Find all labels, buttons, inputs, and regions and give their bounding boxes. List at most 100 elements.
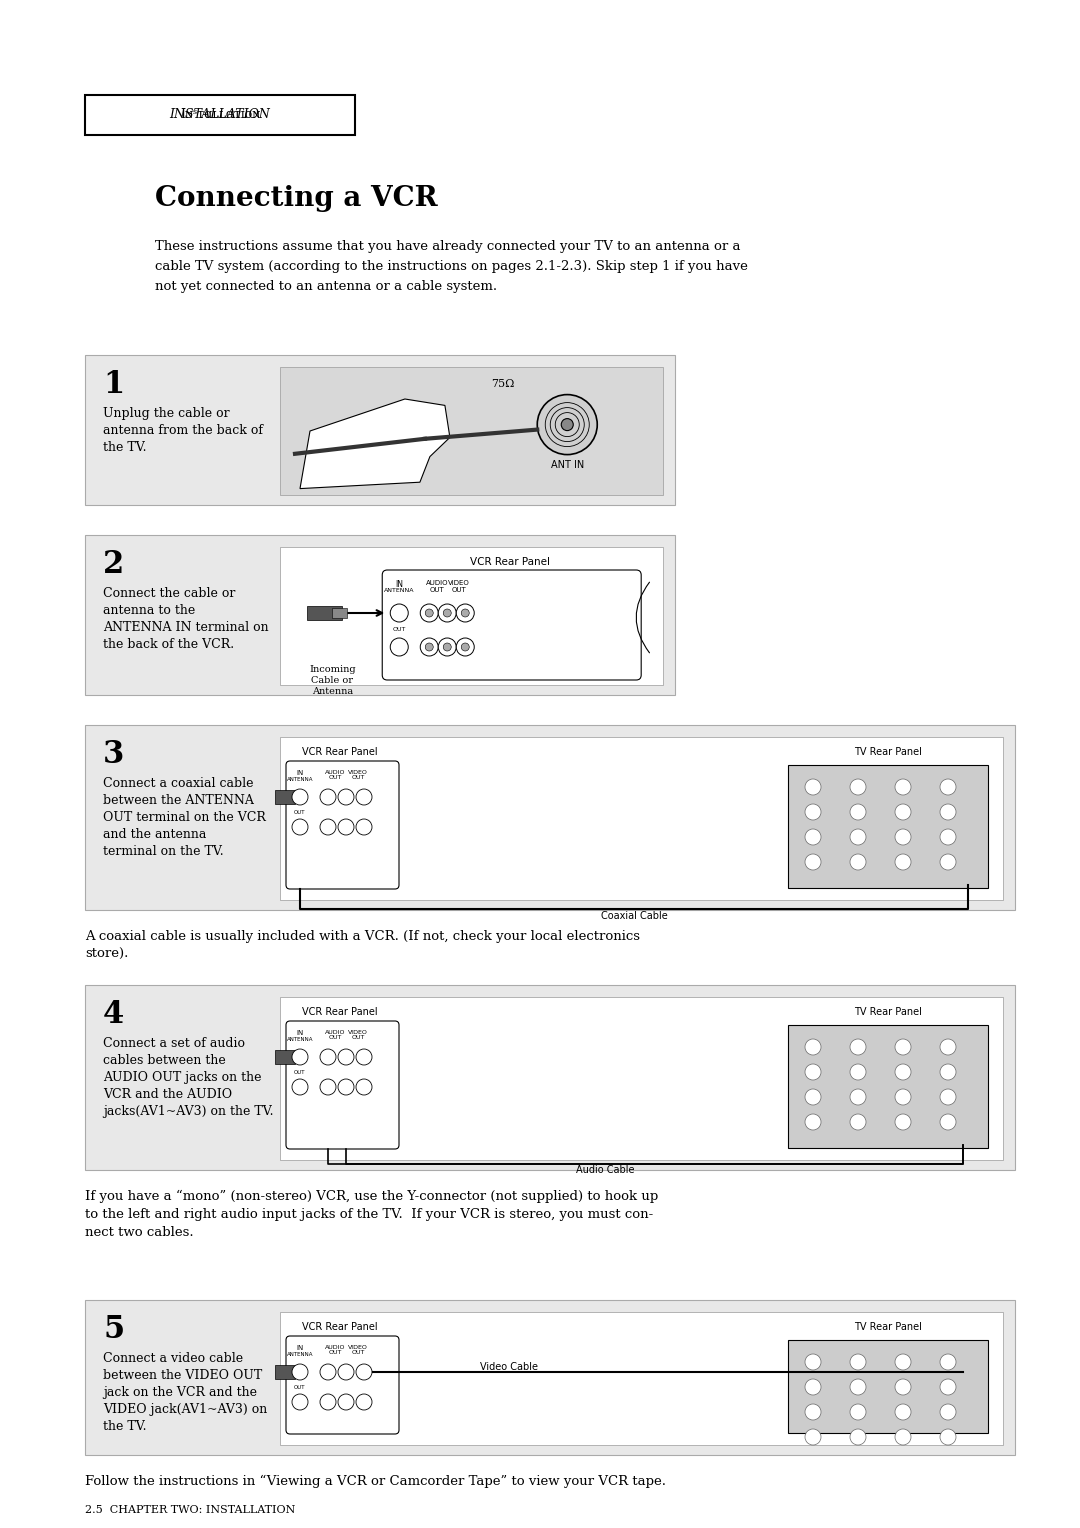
Circle shape (426, 643, 433, 651)
Text: AUDIO
OUT: AUDIO OUT (325, 1030, 346, 1041)
Circle shape (940, 779, 956, 795)
Bar (275, 1365, 295, 1378)
Text: OUT: OUT (430, 587, 445, 593)
Text: Connect the cable or: Connect the cable or (103, 587, 235, 601)
Circle shape (292, 788, 308, 805)
Text: the back of the VCR.: the back of the VCR. (103, 639, 234, 651)
Text: ANTENNA: ANTENNA (287, 778, 313, 782)
Text: VIDEO
OUT: VIDEO OUT (348, 770, 368, 781)
Text: the TV.: the TV. (103, 442, 147, 454)
Circle shape (940, 1089, 956, 1105)
Circle shape (338, 788, 354, 805)
Text: ANT IN: ANT IN (551, 460, 584, 469)
Text: and the antenna: and the antenna (103, 828, 206, 840)
Text: ANTENNA: ANTENNA (384, 588, 415, 593)
Text: AUDIO
OUT: AUDIO OUT (325, 1345, 346, 1355)
Circle shape (850, 1063, 866, 1080)
Text: OUT: OUT (294, 810, 306, 814)
FancyBboxPatch shape (382, 570, 642, 680)
FancyBboxPatch shape (286, 1335, 399, 1433)
Circle shape (390, 604, 408, 622)
Circle shape (850, 1089, 866, 1105)
Text: Connect a video cable: Connect a video cable (103, 1352, 243, 1365)
Circle shape (292, 1365, 308, 1380)
Text: cable TV system (according to the instructions on pages 2.1-2.3). Skip step 1 if: cable TV system (according to the instru… (156, 260, 747, 274)
Text: TV Rear Panel: TV Rear Panel (854, 747, 922, 756)
Text: VIDEO
OUT: VIDEO OUT (348, 1030, 368, 1041)
Circle shape (320, 1365, 336, 1380)
Text: Coaxial Cable: Coaxial Cable (600, 911, 667, 921)
Text: 1: 1 (103, 368, 124, 400)
Circle shape (320, 819, 336, 834)
Circle shape (805, 1404, 821, 1420)
Circle shape (320, 1050, 336, 1065)
Circle shape (895, 1114, 912, 1131)
Text: VCR Rear Panel: VCR Rear Panel (302, 1007, 378, 1018)
Circle shape (805, 1354, 821, 1371)
Text: cables between the: cables between the (103, 1054, 226, 1067)
Text: Iɴˢᴛɑʟʟɑᴛɪᴏɴ: Iɴˢᴛɑʟʟɑᴛɪᴏɴ (180, 108, 260, 122)
Circle shape (443, 643, 451, 651)
Circle shape (356, 788, 372, 805)
Circle shape (940, 1354, 956, 1371)
Circle shape (356, 1394, 372, 1410)
Text: IN: IN (296, 1030, 303, 1036)
Text: 75Ω: 75Ω (490, 379, 514, 390)
Bar (280, 367, 663, 495)
Circle shape (805, 804, 821, 821)
Text: IN: IN (296, 1345, 303, 1351)
Text: IN: IN (296, 770, 303, 776)
Circle shape (850, 1354, 866, 1371)
Text: VIDEO
OUT: VIDEO OUT (348, 1345, 368, 1355)
Bar (307, 607, 342, 620)
Circle shape (850, 1378, 866, 1395)
Circle shape (895, 830, 912, 845)
Bar (788, 1340, 988, 1433)
Text: antenna from the back of: antenna from the back of (103, 423, 264, 437)
Circle shape (850, 779, 866, 795)
Circle shape (940, 1114, 956, 1131)
Circle shape (438, 639, 456, 656)
Circle shape (895, 804, 912, 821)
Text: OUT terminal on the VCR: OUT terminal on the VCR (103, 811, 266, 824)
Text: Connecting a VCR: Connecting a VCR (156, 185, 437, 212)
Circle shape (805, 830, 821, 845)
Circle shape (850, 854, 866, 869)
Circle shape (338, 1365, 354, 1380)
Bar (280, 1313, 1003, 1445)
Circle shape (895, 1404, 912, 1420)
Circle shape (940, 1378, 956, 1395)
Text: 2.5  CHAPTER TWO: INSTALLATION: 2.5 CHAPTER TWO: INSTALLATION (85, 1505, 295, 1514)
Text: AUDIO
OUT: AUDIO OUT (325, 770, 346, 781)
Circle shape (940, 854, 956, 869)
Bar (275, 1050, 295, 1063)
Circle shape (292, 1050, 308, 1065)
Text: 3: 3 (103, 740, 124, 770)
Text: AUDIO OUT jacks on the: AUDIO OUT jacks on the (103, 1071, 261, 1083)
Circle shape (390, 639, 408, 656)
Text: ANTENNA: ANTENNA (287, 1352, 313, 1357)
Text: Follow the instructions in “Viewing a VCR or Camcorder Tape” to view your VCR ta: Follow the instructions in “Viewing a VC… (85, 1475, 666, 1488)
Circle shape (895, 854, 912, 869)
Text: INSTALLATION: INSTALLATION (170, 108, 270, 122)
Circle shape (895, 1378, 912, 1395)
Text: TV Rear Panel: TV Rear Panel (854, 1322, 922, 1332)
Circle shape (356, 819, 372, 834)
Bar (85, 354, 675, 504)
Circle shape (895, 1354, 912, 1371)
Circle shape (338, 1394, 354, 1410)
Circle shape (850, 830, 866, 845)
Circle shape (895, 1089, 912, 1105)
Circle shape (338, 819, 354, 834)
Circle shape (805, 1378, 821, 1395)
Circle shape (805, 1063, 821, 1080)
Text: the TV.: the TV. (103, 1420, 147, 1433)
Circle shape (940, 830, 956, 845)
Text: 2: 2 (103, 549, 124, 581)
Circle shape (356, 1365, 372, 1380)
Text: between the VIDEO OUT: between the VIDEO OUT (103, 1369, 262, 1381)
Circle shape (805, 854, 821, 869)
Text: Connect a set of audio: Connect a set of audio (103, 1038, 245, 1050)
Circle shape (456, 604, 474, 622)
Circle shape (426, 610, 433, 617)
